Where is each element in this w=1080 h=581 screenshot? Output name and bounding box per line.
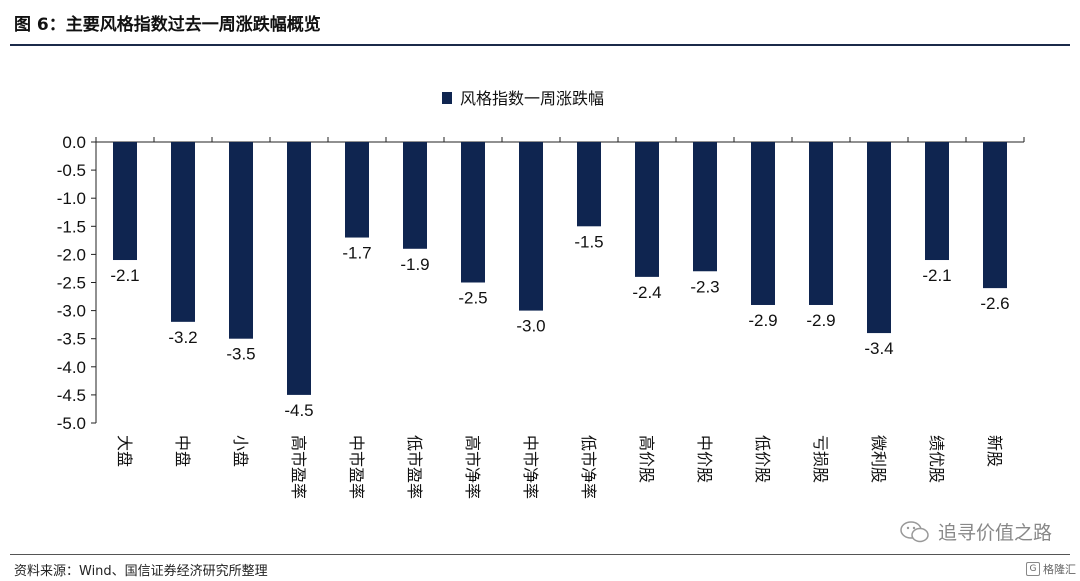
legend-swatch (442, 92, 452, 104)
bar (751, 142, 775, 305)
data-label: -2.1 (110, 266, 139, 285)
category-label: 绩优股 (927, 435, 946, 483)
bar (171, 142, 195, 322)
y-tick-label: -2.0 (57, 245, 86, 264)
category-label: 新股 (985, 435, 1004, 467)
data-label: -3.4 (864, 339, 893, 358)
footer-rule (10, 554, 1070, 555)
data-label: -2.1 (922, 266, 951, 285)
category-label: 中价股 (695, 435, 714, 483)
source-note: 资料来源：Wind、国信证券经济研究所整理 (14, 564, 268, 579)
data-label: -1.5 (574, 232, 603, 251)
category-label: 低市盈率 (405, 435, 424, 499)
y-tick-label: -3.0 (57, 302, 86, 321)
bar (287, 142, 311, 395)
y-tick-label: 0.0 (62, 133, 86, 152)
data-label: -4.5 (284, 401, 313, 420)
y-tick-label: -3.5 (57, 330, 86, 349)
category-label: 小盘 (231, 435, 250, 467)
category-label: 中市盈率 (347, 435, 366, 499)
figure-title: 图 6：主要风格指数过去一周涨跌幅概览 (14, 15, 321, 35)
bar (229, 142, 253, 339)
category-label: 微利股 (869, 435, 888, 483)
category-label: 低价股 (753, 435, 772, 483)
data-label: -2.3 (690, 277, 719, 296)
y-tick-label: -4.5 (57, 386, 86, 405)
data-label: -3.0 (516, 317, 545, 336)
watermark: 追寻价值之路 (900, 518, 1052, 545)
category-label: 中盘 (173, 435, 192, 467)
badge-icon: G (1026, 562, 1040, 576)
y-tick-label: -1.5 (57, 217, 86, 236)
data-label: -2.5 (458, 289, 487, 308)
category-label: 低市净率 (579, 435, 598, 499)
data-labels: -2.1 -3.2 -3.5 -4.5 -1.7 -1.9 -2.5 -3.0 -1.5 -2.4… (110, 232, 1009, 420)
data-label: -3.5 (226, 345, 255, 364)
data-label: -2.9 (806, 311, 835, 330)
data-label: -1.9 (400, 255, 429, 274)
y-tick-label: -2.5 (57, 274, 86, 293)
category-labels: 大盘 中盘 小盘 高市盈率 中市盈率 低市盈率 高市净率 中市净率 低市净率 高价股 中价股 低价股 亏… (115, 435, 1004, 499)
category-label: 中市净率 (521, 435, 540, 499)
bar (461, 142, 485, 283)
bar (693, 142, 717, 272)
badge: G 格隆汇 (1026, 561, 1076, 577)
category-label: 亏损股 (811, 435, 830, 483)
bar (519, 142, 543, 311)
y-tick-label: -1.0 (57, 189, 86, 208)
data-label: -2.4 (632, 283, 661, 302)
chart-legend: 风格指数一周涨跌幅 (442, 89, 604, 108)
bar (983, 142, 1007, 289)
title-rule (10, 44, 1070, 46)
wechat-icon (900, 520, 930, 544)
data-label: -2.9 (748, 311, 777, 330)
chart-axes: 0.0-0.5-1.0-1.5-2.0-2.5-3.0-3.5-4.0-4.5-… (57, 133, 1025, 433)
legend-label: 风格指数一周涨跌幅 (460, 89, 604, 108)
category-label: 高市盈率 (289, 435, 308, 499)
bar (925, 142, 949, 261)
y-tick-label: -4.0 (57, 358, 86, 377)
y-tick-label: -0.5 (57, 161, 86, 180)
data-label: -2.6 (980, 294, 1009, 313)
category-label: 高市净率 (463, 435, 482, 499)
y-tick-label: -5.0 (57, 414, 86, 433)
bar-chart: 风格指数一周涨跌幅 0.0 -0.5 -1.0 -1.5 -2.0 -2.5 -3.0 -3.… (57, 89, 1025, 499)
data-label: -3.2 (168, 328, 197, 347)
bar (113, 142, 137, 261)
badge-text: 格隆汇 (1043, 563, 1076, 576)
category-label: 高价股 (637, 435, 656, 483)
bar (635, 142, 659, 277)
bar (345, 142, 369, 238)
watermark-text: 追寻价值之路 (937, 522, 1052, 544)
category-label: 大盘 (115, 435, 134, 467)
chart-bars (113, 142, 1007, 395)
bar (867, 142, 891, 334)
data-label: -1.7 (342, 244, 371, 263)
bar (577, 142, 601, 227)
bar (809, 142, 833, 305)
bar (403, 142, 427, 249)
